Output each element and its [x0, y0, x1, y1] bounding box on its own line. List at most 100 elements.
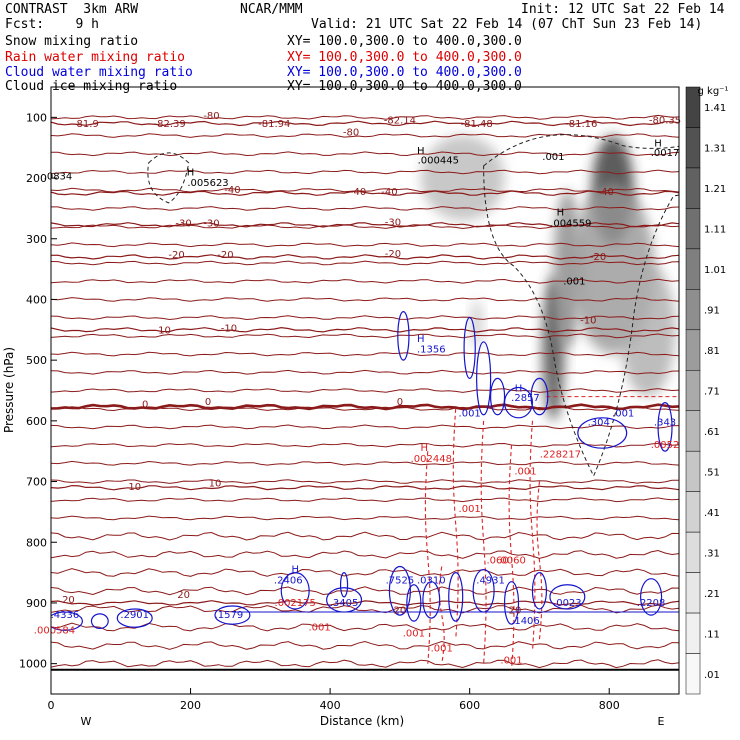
rain-contour	[452, 408, 459, 640]
colorbar-swatch	[685, 572, 701, 614]
colorbar-label: .31	[704, 548, 720, 559]
contour-label: .1579	[215, 610, 244, 621]
contour-label: -20	[385, 249, 401, 260]
snow-contour	[147, 152, 190, 204]
colorbar-swatch	[685, 491, 701, 533]
y-tick-label: 100	[26, 111, 47, 124]
field-snow-xy: XY= 100.0,300.0 to 400.0,300.0	[287, 34, 522, 49]
temperature-contour	[51, 278, 679, 284]
y-tick-label: 900	[26, 597, 47, 610]
temperature-contour	[51, 114, 679, 120]
temperature-contour	[51, 369, 679, 375]
cloud-water-contour	[448, 571, 464, 622]
cloud-water-contour	[476, 341, 492, 416]
contour-label: H	[515, 384, 523, 395]
cloud-water-contour	[422, 581, 441, 619]
contour-label: .001	[542, 152, 564, 163]
colorbar-label: .91	[704, 306, 720, 317]
contour-label: -10	[580, 316, 596, 327]
contour-label: .001	[514, 466, 536, 477]
cloud-water-contour	[463, 317, 476, 379]
contour-label: -10	[154, 325, 170, 336]
temperature-contour	[51, 568, 679, 577]
y-tick-label: 200	[26, 172, 47, 185]
axes: 0 200 400 600 800100200300400500600700800900…	[19, 111, 620, 712]
contour-label: H	[654, 138, 662, 149]
temperature-contour	[51, 442, 679, 448]
contour-label: .005623	[187, 178, 228, 189]
field-rain-xy: XY= 100.0,300.0 to 400.0,300.0	[287, 50, 522, 65]
contour-label: -30	[203, 219, 219, 230]
contour-label: .0310	[417, 576, 446, 587]
colorbar-swatch	[685, 167, 701, 209]
cloud-water-contour	[640, 578, 663, 616]
cloud-water-contour	[397, 310, 410, 361]
contour-label: .060	[486, 555, 508, 566]
contour-label: -80	[343, 128, 359, 139]
contour-label: .0052	[651, 440, 680, 451]
temperature-contour	[51, 297, 679, 302]
temperature-contour-labeled	[51, 484, 679, 491]
contour-label: -30	[175, 219, 191, 230]
cloud-water-contour	[657, 402, 673, 452]
contour-label: H	[417, 334, 425, 345]
snow-shade-blob	[619, 263, 676, 397]
colorbar-label: .11	[704, 629, 720, 640]
temperature-contour-labeled	[51, 222, 679, 228]
cloud-water-contour	[530, 377, 549, 416]
y-tick-label: 600	[26, 415, 47, 428]
temperature-contour	[51, 479, 679, 484]
contour-label: 10	[209, 478, 222, 489]
plot-frame	[50, 86, 680, 695]
temperature-contour	[51, 424, 679, 430]
contour-labels: -80 -80 -81.9 -82.39 -81.94 -82.14 -81.48 -81.1…	[34, 111, 681, 666]
temperature-contour	[51, 622, 679, 632]
temperature-contour	[51, 187, 679, 193]
contour-label: .343	[654, 418, 676, 429]
contour-label: .304	[588, 418, 610, 429]
field-snow-name: Snow mixing ratio	[5, 34, 139, 49]
temperature-contour	[51, 151, 679, 157]
cloud-water-contour	[531, 571, 548, 610]
colorbar-swatch	[685, 370, 701, 411]
y-tick-label: 300	[26, 233, 47, 246]
contour-label: .2208	[637, 598, 666, 609]
x-tick-label: 0	[48, 699, 55, 712]
cloud-water-contour	[388, 565, 411, 616]
contour-label: -20	[590, 252, 606, 263]
temperature-contour	[51, 169, 679, 175]
colorbar-swatch	[685, 410, 701, 452]
cloud-water-contour	[406, 584, 422, 622]
model-title: CONTRAST 3km ARW	[5, 2, 139, 17]
contour-label: .0060	[497, 555, 526, 566]
contour-label: 0	[142, 399, 148, 410]
colorbar-label: .01	[704, 670, 720, 681]
colorbar-unit: g kg⁻¹	[698, 86, 729, 97]
contour-label: .001	[459, 409, 481, 420]
contour-label: 20	[62, 595, 75, 606]
temperature-contour	[51, 260, 679, 266]
temperature-contour	[51, 460, 679, 466]
contour-label: H	[421, 443, 429, 454]
colorbar-swatch	[685, 289, 701, 331]
colorbar-label: .81	[704, 346, 720, 357]
init-time: Init: 12 UTC Sat 22 Feb 14	[521, 2, 725, 17]
contour-label: 10	[128, 482, 141, 493]
colorbar-swatch	[685, 653, 701, 695]
contour-label: .7525	[386, 576, 415, 587]
cloud-water-contour	[214, 605, 251, 625]
contour-label: -82.14	[384, 115, 416, 126]
x-axis-label: Distance (km)	[320, 714, 404, 728]
temperature-contour	[51, 133, 679, 138]
cloud-water-contour	[280, 571, 310, 610]
x-tick-label: 800	[599, 699, 620, 712]
colorbar-label: .51	[704, 467, 720, 478]
colorbar-label: .61	[704, 427, 720, 438]
temperature-contour-labeled	[51, 600, 679, 606]
contour-label: -80.35	[649, 115, 681, 126]
colorbar-swatch	[685, 612, 701, 654]
temperature-contour	[51, 549, 679, 559]
valid-time: Valid: 21 UTC Sat 22 Feb 14 (07 ChT Sun …	[311, 17, 703, 32]
contour-label: 20	[394, 605, 407, 616]
contour-label: 0	[205, 397, 211, 408]
